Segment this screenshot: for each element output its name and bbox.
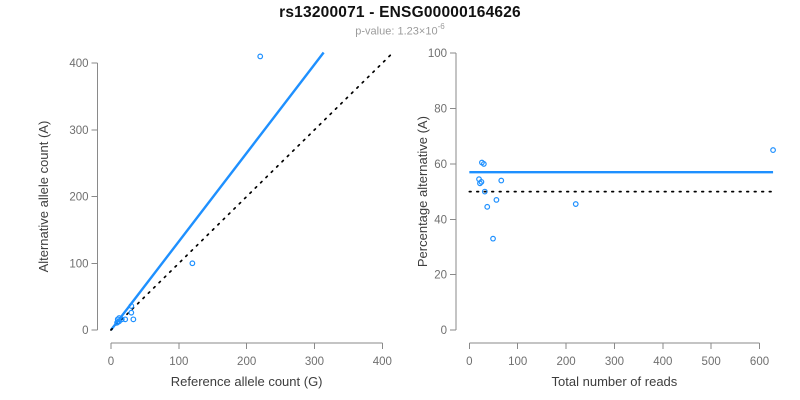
data-point [122,316,129,323]
x-tick-label: 100 [508,356,527,368]
data-point [572,201,579,207]
data-point [770,147,776,153]
x-tick-label: 400 [373,356,392,368]
y-tick-label: 400 [69,58,88,70]
figure-title: rs13200071 - ENSG00000164626 [279,4,521,21]
axes [450,52,761,349]
figure-subtitle: p-value: 1.23×10-6 [0,22,800,38]
data-point [130,316,137,323]
x-tick-label: 400 [653,356,672,368]
right-plot-panel: 0 100 200 300 400 500 600 0 20 40 60 80 100 Total num… [415,48,776,389]
x-axis-title: Total number of reads [552,374,678,389]
identity-line [110,52,394,331]
y-tick-label: 100 [428,48,447,60]
data-point [257,53,264,60]
y-tick-label: 20 [434,270,447,282]
x-tick-label: 300 [305,356,324,368]
data-point [128,303,135,309]
y-tick-label: 300 [69,125,88,137]
data-point [493,197,500,203]
data-point [481,188,488,195]
data-points [476,147,776,242]
y-tick-label: 200 [69,192,88,204]
y-tick-label: 60 [434,159,447,171]
data-point [128,309,135,316]
x-tick-label: 300 [605,356,624,368]
data-point [477,180,483,187]
data-point [490,235,496,242]
pvalue-exponent: -6 [437,22,445,31]
tick-labels: 0 100 200 300 400 0 100 200 300 400 [69,58,392,368]
y-tick-label: 100 [69,258,88,270]
x-tick-label: 0 [108,356,114,368]
fit-line [110,51,325,331]
data-point [484,203,491,210]
x-tick-label: 200 [237,356,256,368]
data-point [480,161,487,167]
y-tick-label: 40 [434,214,447,226]
data-point [118,316,125,323]
pvalue-mantissa: 1.23 [397,25,419,38]
y-tick-label: 80 [434,104,447,116]
x-tick-label: 200 [556,356,575,368]
x-tick-label: 600 [750,356,769,368]
y-tick-label: 0 [82,325,88,337]
data-point [114,319,121,325]
x-tick-label: 500 [702,356,721,368]
tick-labels: 0 100 200 300 400 500 600 0 20 40 60 80 100 [428,48,769,368]
x-axis-title: Reference allele count (G) [171,374,323,389]
x-tick-label: 100 [169,356,188,368]
axes [91,62,383,349]
pvalue-times-ten: ×10 [418,25,438,38]
x-tick-label: 0 [466,356,472,368]
y-axis-title: Alternative allele count (A) [36,121,51,273]
data-point [478,179,485,185]
data-point [189,260,196,267]
y-tick-label: 0 [441,325,447,337]
data-point [498,177,505,184]
y-axis-title: Percentage alternative (A) [415,116,430,267]
data-points [114,53,264,326]
pvalue-prefix: p-value: [355,25,398,38]
left-plot-panel: 0 100 200 300 400 0 100 200 300 400 Reference alle… [36,51,394,389]
